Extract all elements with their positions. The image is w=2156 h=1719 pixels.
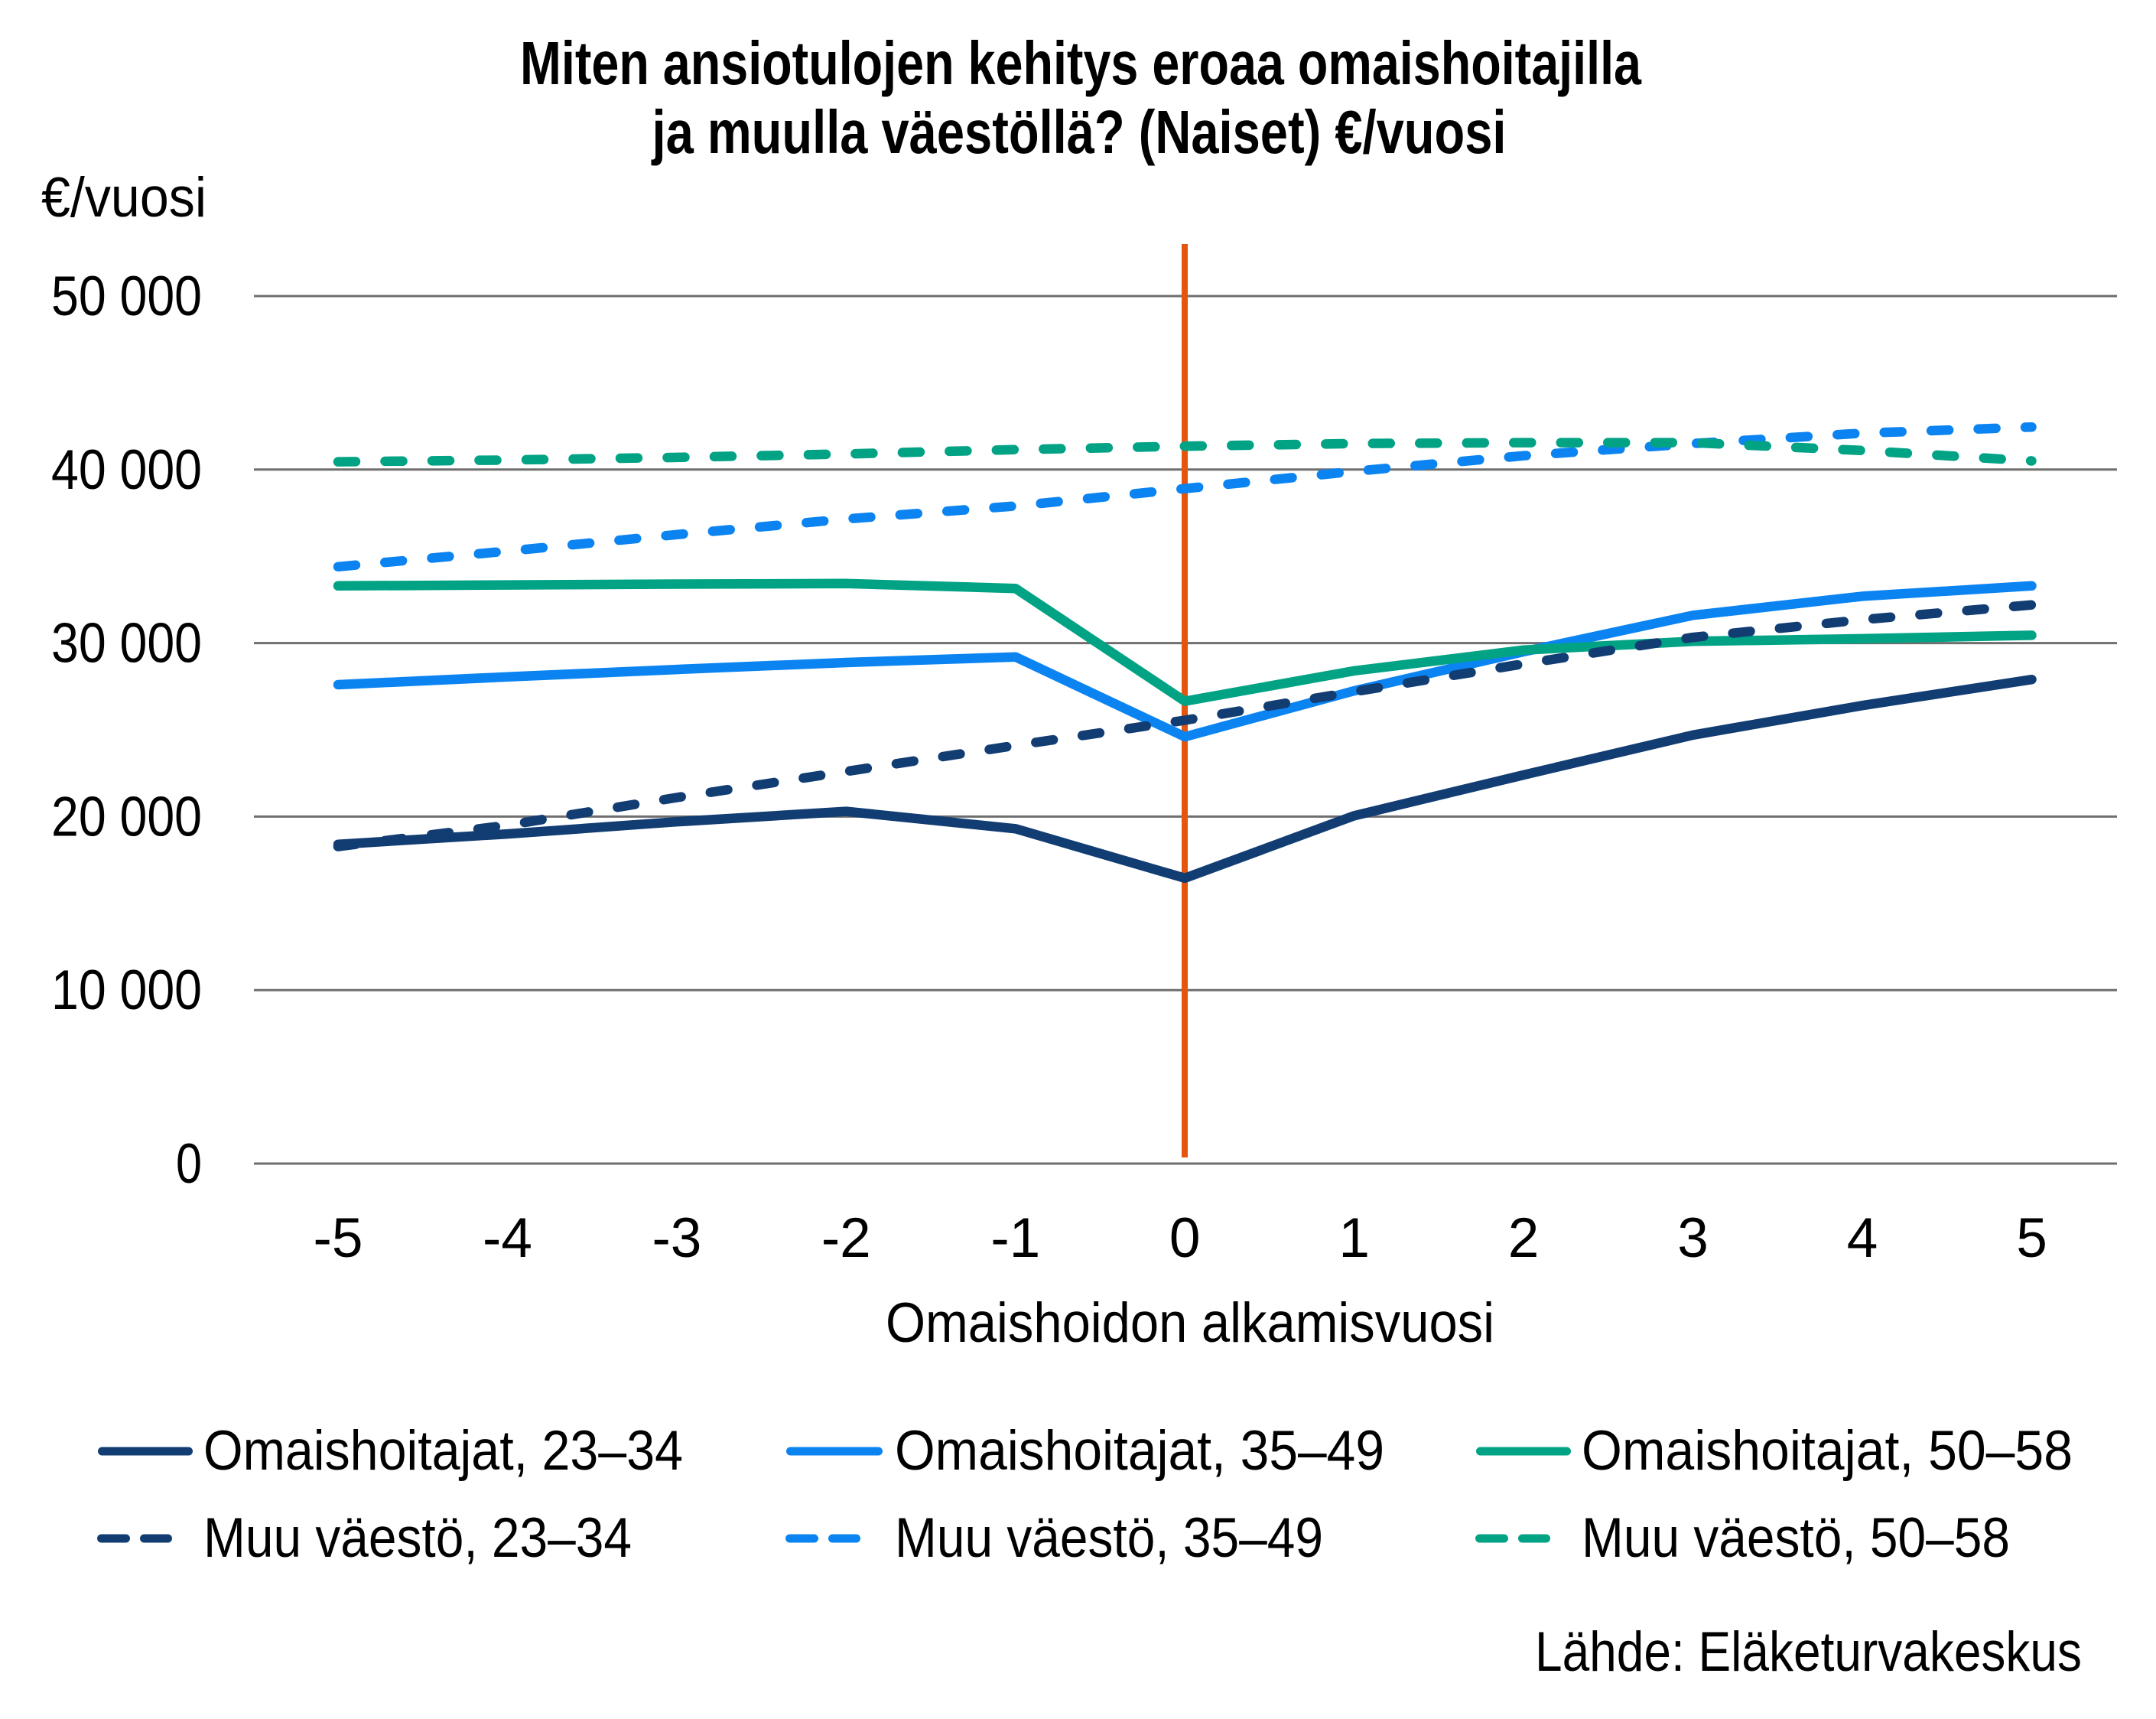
svg-text:-5: -5: [314, 1207, 363, 1269]
svg-text:Omaishoitajat, 23–34: Omaishoitajat, 23–34: [203, 1420, 683, 1482]
svg-text:50 000: 50 000: [51, 265, 202, 327]
svg-text:Lähde: Eläketurvakeskus: Lähde: Eläketurvakeskus: [1535, 1621, 2082, 1683]
svg-text:30 000: 30 000: [51, 613, 202, 675]
svg-text:€/vuosi: €/vuosi: [41, 167, 206, 229]
svg-text:1: 1: [1338, 1207, 1370, 1269]
svg-text:3: 3: [1677, 1207, 1709, 1269]
svg-text:0: 0: [176, 1133, 202, 1195]
svg-text:Miten ansiotulojen kehitys ero: Miten ansiotulojen kehitys eroaa omaisho…: [520, 29, 1641, 97]
svg-text:Omaishoidon alkamisvuosi: Omaishoidon alkamisvuosi: [886, 1292, 1494, 1354]
svg-text:10 000: 10 000: [51, 959, 202, 1021]
svg-text:-1: -1: [990, 1207, 1040, 1269]
svg-text:ja muulla väestöllä? (Naiset): ja muulla väestöllä? (Naiset) €/vuosi: [651, 98, 1507, 166]
svg-text:-2: -2: [821, 1207, 871, 1269]
svg-text:20 000: 20 000: [51, 786, 202, 848]
svg-text:-3: -3: [652, 1207, 701, 1269]
svg-text:Muu väestö, 50–58: Muu väestö, 50–58: [1582, 1507, 2010, 1569]
svg-text:5: 5: [2016, 1207, 2047, 1269]
svg-text:2: 2: [1508, 1207, 1540, 1269]
svg-text:Omaishoitajat, 50–58: Omaishoitajat, 50–58: [1582, 1420, 2073, 1482]
svg-text:0: 0: [1169, 1207, 1201, 1269]
svg-text:Omaishoitajat, 35–49: Omaishoitajat, 35–49: [895, 1420, 1384, 1482]
svg-text:-4: -4: [483, 1207, 532, 1269]
svg-text:4: 4: [1847, 1207, 1878, 1269]
svg-text:Muu väestö, 23–34: Muu väestö, 23–34: [203, 1507, 632, 1569]
svg-text:40 000: 40 000: [51, 439, 202, 501]
svg-text:Muu väestö, 35–49: Muu väestö, 35–49: [895, 1507, 1323, 1569]
